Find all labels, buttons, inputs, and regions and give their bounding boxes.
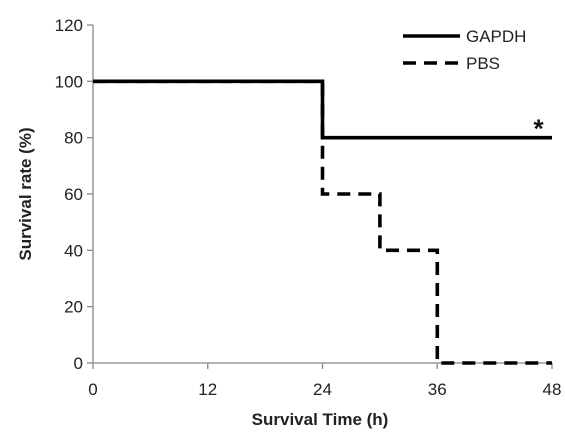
x-tick-label: 48	[543, 380, 562, 399]
y-tick-label: 40	[64, 241, 83, 260]
y-tick-label: 0	[74, 354, 83, 373]
y-tick-label: 20	[64, 298, 83, 317]
y-tick-label: 100	[55, 72, 83, 91]
x-tick-label: 12	[198, 380, 217, 399]
axes	[87, 24, 553, 369]
legend-label-pbs: PBS	[466, 54, 500, 73]
significance-asterisk: *	[534, 114, 545, 144]
y-tick-label: 60	[64, 185, 83, 204]
x-tick-label: 24	[313, 380, 332, 399]
annotations: *	[534, 114, 545, 144]
series-line-pbs	[93, 79, 552, 365]
x-tick-label: 36	[428, 380, 447, 399]
y-tick-label: 80	[64, 129, 83, 148]
series-lines	[93, 79, 552, 365]
legend-label-gapdh: GAPDH	[466, 27, 526, 46]
tick-labels: 0 20 40 60 80 100 120 0 12 24 36 48	[55, 16, 562, 399]
y-axis-title: Survival rate (%)	[16, 127, 35, 260]
y-tick-label: 120	[55, 16, 83, 35]
x-tick-label: 0	[88, 380, 97, 399]
x-axis-title: Survival Time (h)	[252, 410, 389, 429]
legend: GAPDH PBS	[403, 27, 526, 73]
